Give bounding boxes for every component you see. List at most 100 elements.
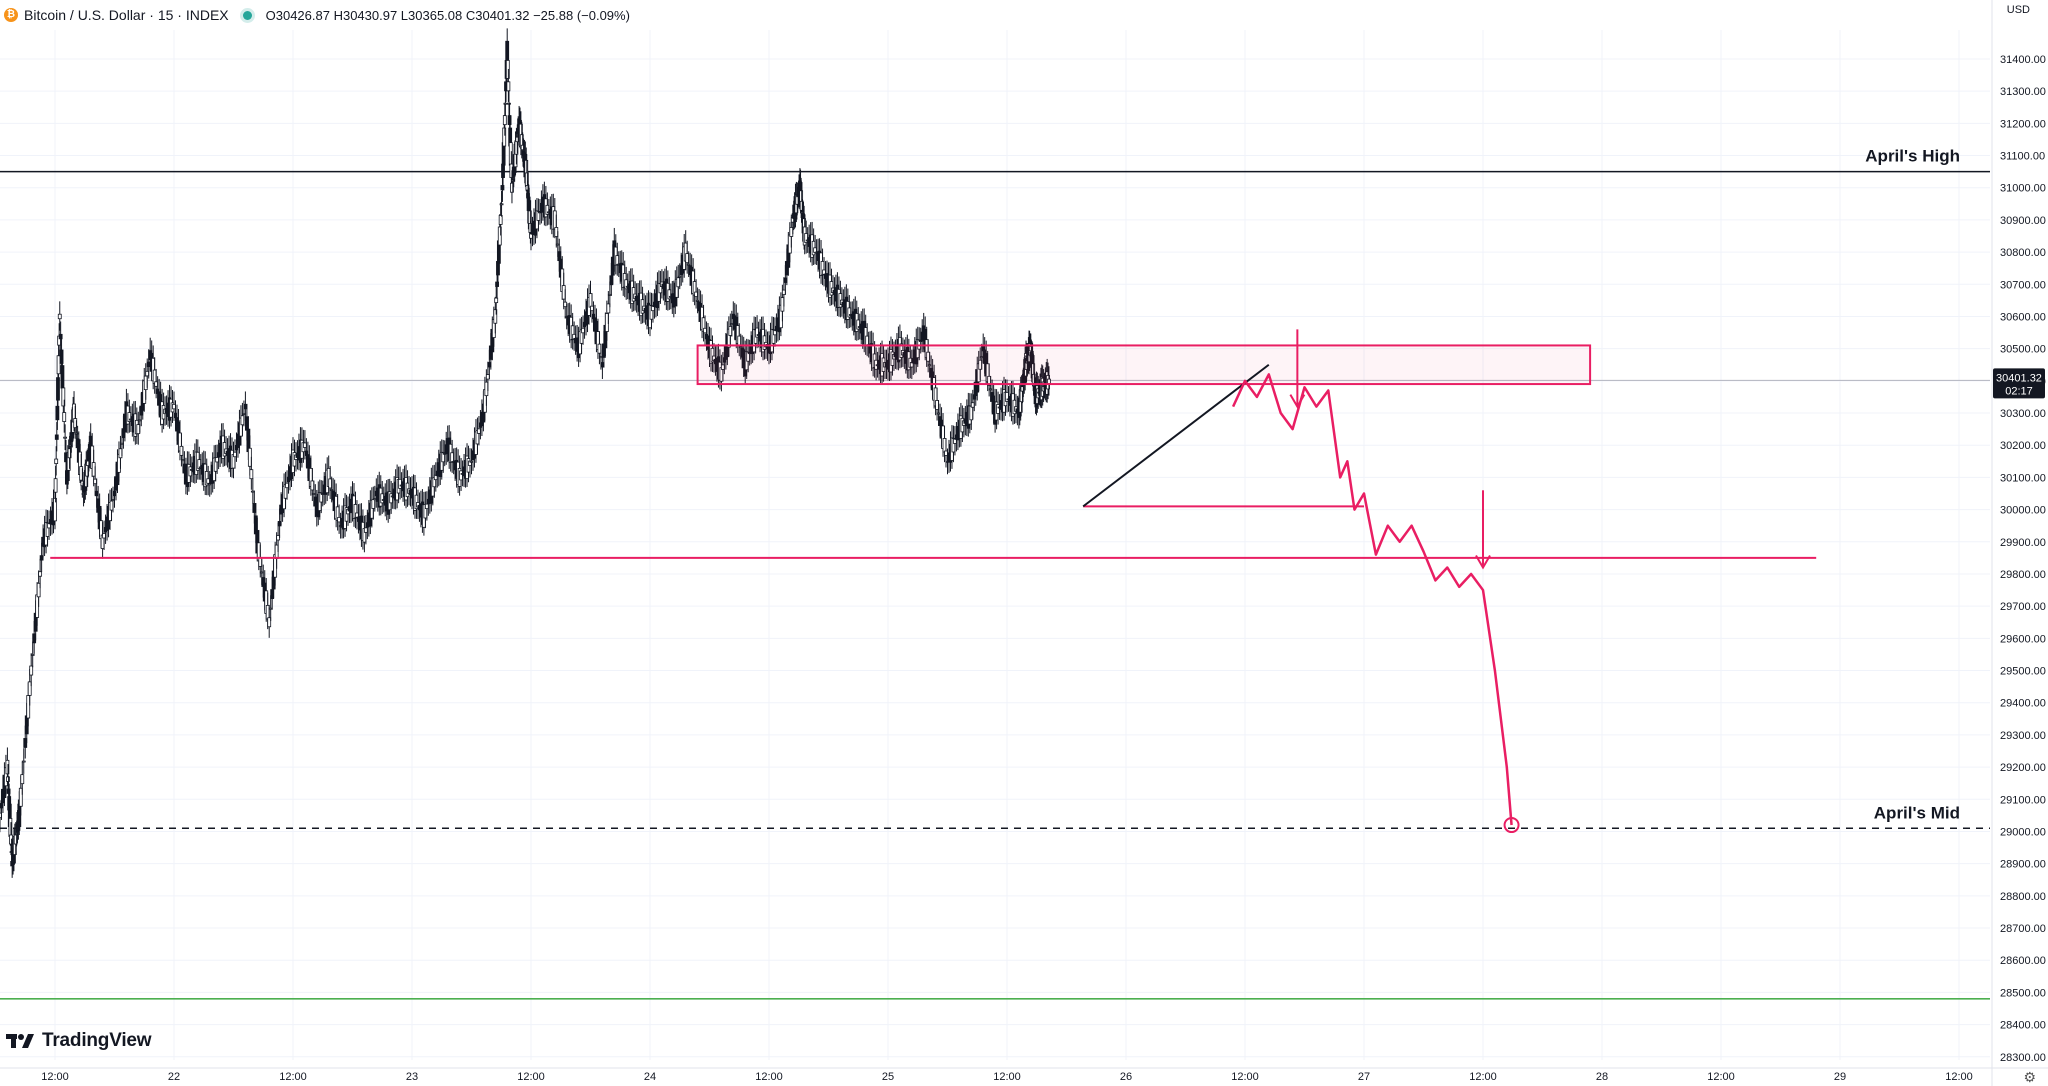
candle-body: [39, 555, 44, 561]
y-tick-label: 30200.00: [2000, 440, 2046, 452]
level-label: April's Mid: [1874, 803, 1960, 822]
tradingview-logo-icon: [6, 1034, 34, 1048]
candle-body: [267, 617, 272, 628]
y-tick-label: 29800.00: [2000, 569, 2046, 581]
y-tick-label: 30700.00: [2000, 279, 2046, 291]
symbol-title[interactable]: Bitcoin / U.S. Dollar · 15 · INDEX: [24, 7, 229, 23]
candle-body: [497, 226, 502, 246]
candle-body: [27, 681, 32, 696]
y-tick-label: 31100.00: [2000, 151, 2045, 163]
y-tick-label: 28600.00: [2000, 955, 2046, 967]
level-label: April's High: [1865, 147, 1960, 166]
candle-body: [53, 497, 57, 522]
candle-body: [9, 834, 13, 845]
x-tick-label: 12:00: [1231, 1071, 1259, 1083]
y-tick-label: 30900.00: [2000, 215, 2046, 227]
candle-body: [59, 349, 64, 364]
y-tick-label: 28800.00: [2000, 891, 2046, 903]
y-tick-label: 30300.00: [2000, 408, 2046, 420]
candle-body: [506, 81, 511, 92]
x-tick-label: 12:00: [279, 1071, 307, 1083]
candle-body: [20, 774, 25, 785]
candle-body: [30, 654, 35, 656]
y-tick-label: 29000.00: [2000, 826, 2046, 838]
y-tick-label: 30000.00: [2000, 505, 2046, 517]
symbol-header: ₿ Bitcoin / U.S. Dollar · 15 · INDEX O30…: [4, 4, 630, 26]
y-tick-label: 28500.00: [2000, 987, 2046, 999]
y-tick-label: 29200.00: [2000, 762, 2046, 774]
y-tick-label: 31300.00: [2000, 86, 2046, 98]
y-tick-label: 29300.00: [2000, 730, 2046, 742]
bitcoin-icon: ₿: [4, 8, 18, 22]
y-tick-label: 28300.00: [2000, 1052, 2046, 1064]
candle-body: [6, 776, 10, 782]
arrow-head: [1289, 394, 1306, 409]
candle-body: [500, 185, 505, 191]
candle-body: [18, 787, 23, 807]
settings-gear-icon[interactable]: ⚙: [2023, 1069, 2036, 1085]
candle-body: [57, 313, 62, 320]
candle-body: [56, 377, 60, 401]
y-tick-label: 28900.00: [2000, 859, 2046, 871]
x-tick-label: 12:00: [1469, 1071, 1497, 1083]
y-tick-label: 29400.00: [2000, 698, 2046, 710]
arrow-head: [1475, 555, 1491, 570]
y-tick-label: 29600.00: [2000, 633, 2046, 645]
market-status-icon: [242, 10, 252, 20]
x-tick-label: 12:00: [41, 1071, 69, 1083]
x-tick-label: 22: [168, 1071, 180, 1083]
candle-body: [38, 571, 43, 577]
candle-body: [56, 355, 61, 375]
ohlc-readout: O30426.87 H30430.97 L30365.08 C30401.32 …: [265, 7, 630, 23]
y-tick-label: 30800.00: [2000, 247, 2046, 259]
candle-body: [528, 223, 533, 233]
candle-body: [498, 214, 503, 225]
y-tick-label: 29100.00: [2000, 794, 2046, 806]
y-tick-label: 29700.00: [2000, 601, 2046, 613]
candle-body: [62, 412, 67, 422]
candle-body: [499, 203, 504, 206]
x-tick-label: 12:00: [755, 1071, 783, 1083]
candle-body: [515, 136, 520, 143]
candle-body: [21, 760, 26, 763]
forecast-path: [1231, 373, 1513, 826]
candle-body: [61, 387, 66, 407]
tradingview-logo[interactable]: TradingView: [6, 1030, 152, 1052]
current-price-badge: [1993, 368, 2045, 399]
candle-body: [493, 309, 498, 324]
y-tick-label: 29900.00: [2000, 537, 2046, 549]
candle-body: [507, 102, 511, 105]
x-tick-label: 26: [1120, 1071, 1132, 1083]
candle-body: [502, 127, 507, 147]
candle-body: [67, 448, 72, 459]
target-circle: [1503, 817, 1520, 834]
candle-body: [63, 436, 68, 439]
trend-line: [1082, 363, 1270, 508]
y-tick-label: 29500.00: [2000, 666, 2046, 678]
countdown-label: 02:17: [2005, 385, 2033, 397]
candle-body: [58, 333, 63, 340]
candle-body: [503, 102, 508, 105]
x-tick-label: 28: [1596, 1071, 1608, 1083]
candle-body: [249, 469, 254, 480]
y-tick-label: 30100.00: [2000, 472, 2046, 484]
y-tick-label: 28700.00: [2000, 923, 2046, 935]
y-tick-label: 30500.00: [2000, 344, 2046, 356]
candle-body: [494, 297, 499, 304]
candle-body: [36, 582, 41, 598]
y-tick-label: 31400.00: [2000, 54, 2046, 66]
x-tick-label: 29: [1834, 1071, 1846, 1083]
currency-selector[interactable]: USD: [2006, 4, 2030, 16]
x-tick-label: 12:00: [993, 1071, 1021, 1083]
x-tick-label: 23: [406, 1071, 418, 1083]
current-price-label: 30401.32: [1996, 372, 2042, 384]
candle-body: [510, 182, 514, 193]
y-tick-label: 31200.00: [2000, 118, 2046, 130]
candle-body: [495, 281, 499, 287]
candle-body: [53, 478, 58, 493]
x-tick-label: 12:00: [517, 1071, 545, 1083]
candle-body: [54, 458, 59, 464]
candle-body: [502, 115, 507, 126]
candle-body: [55, 405, 60, 421]
